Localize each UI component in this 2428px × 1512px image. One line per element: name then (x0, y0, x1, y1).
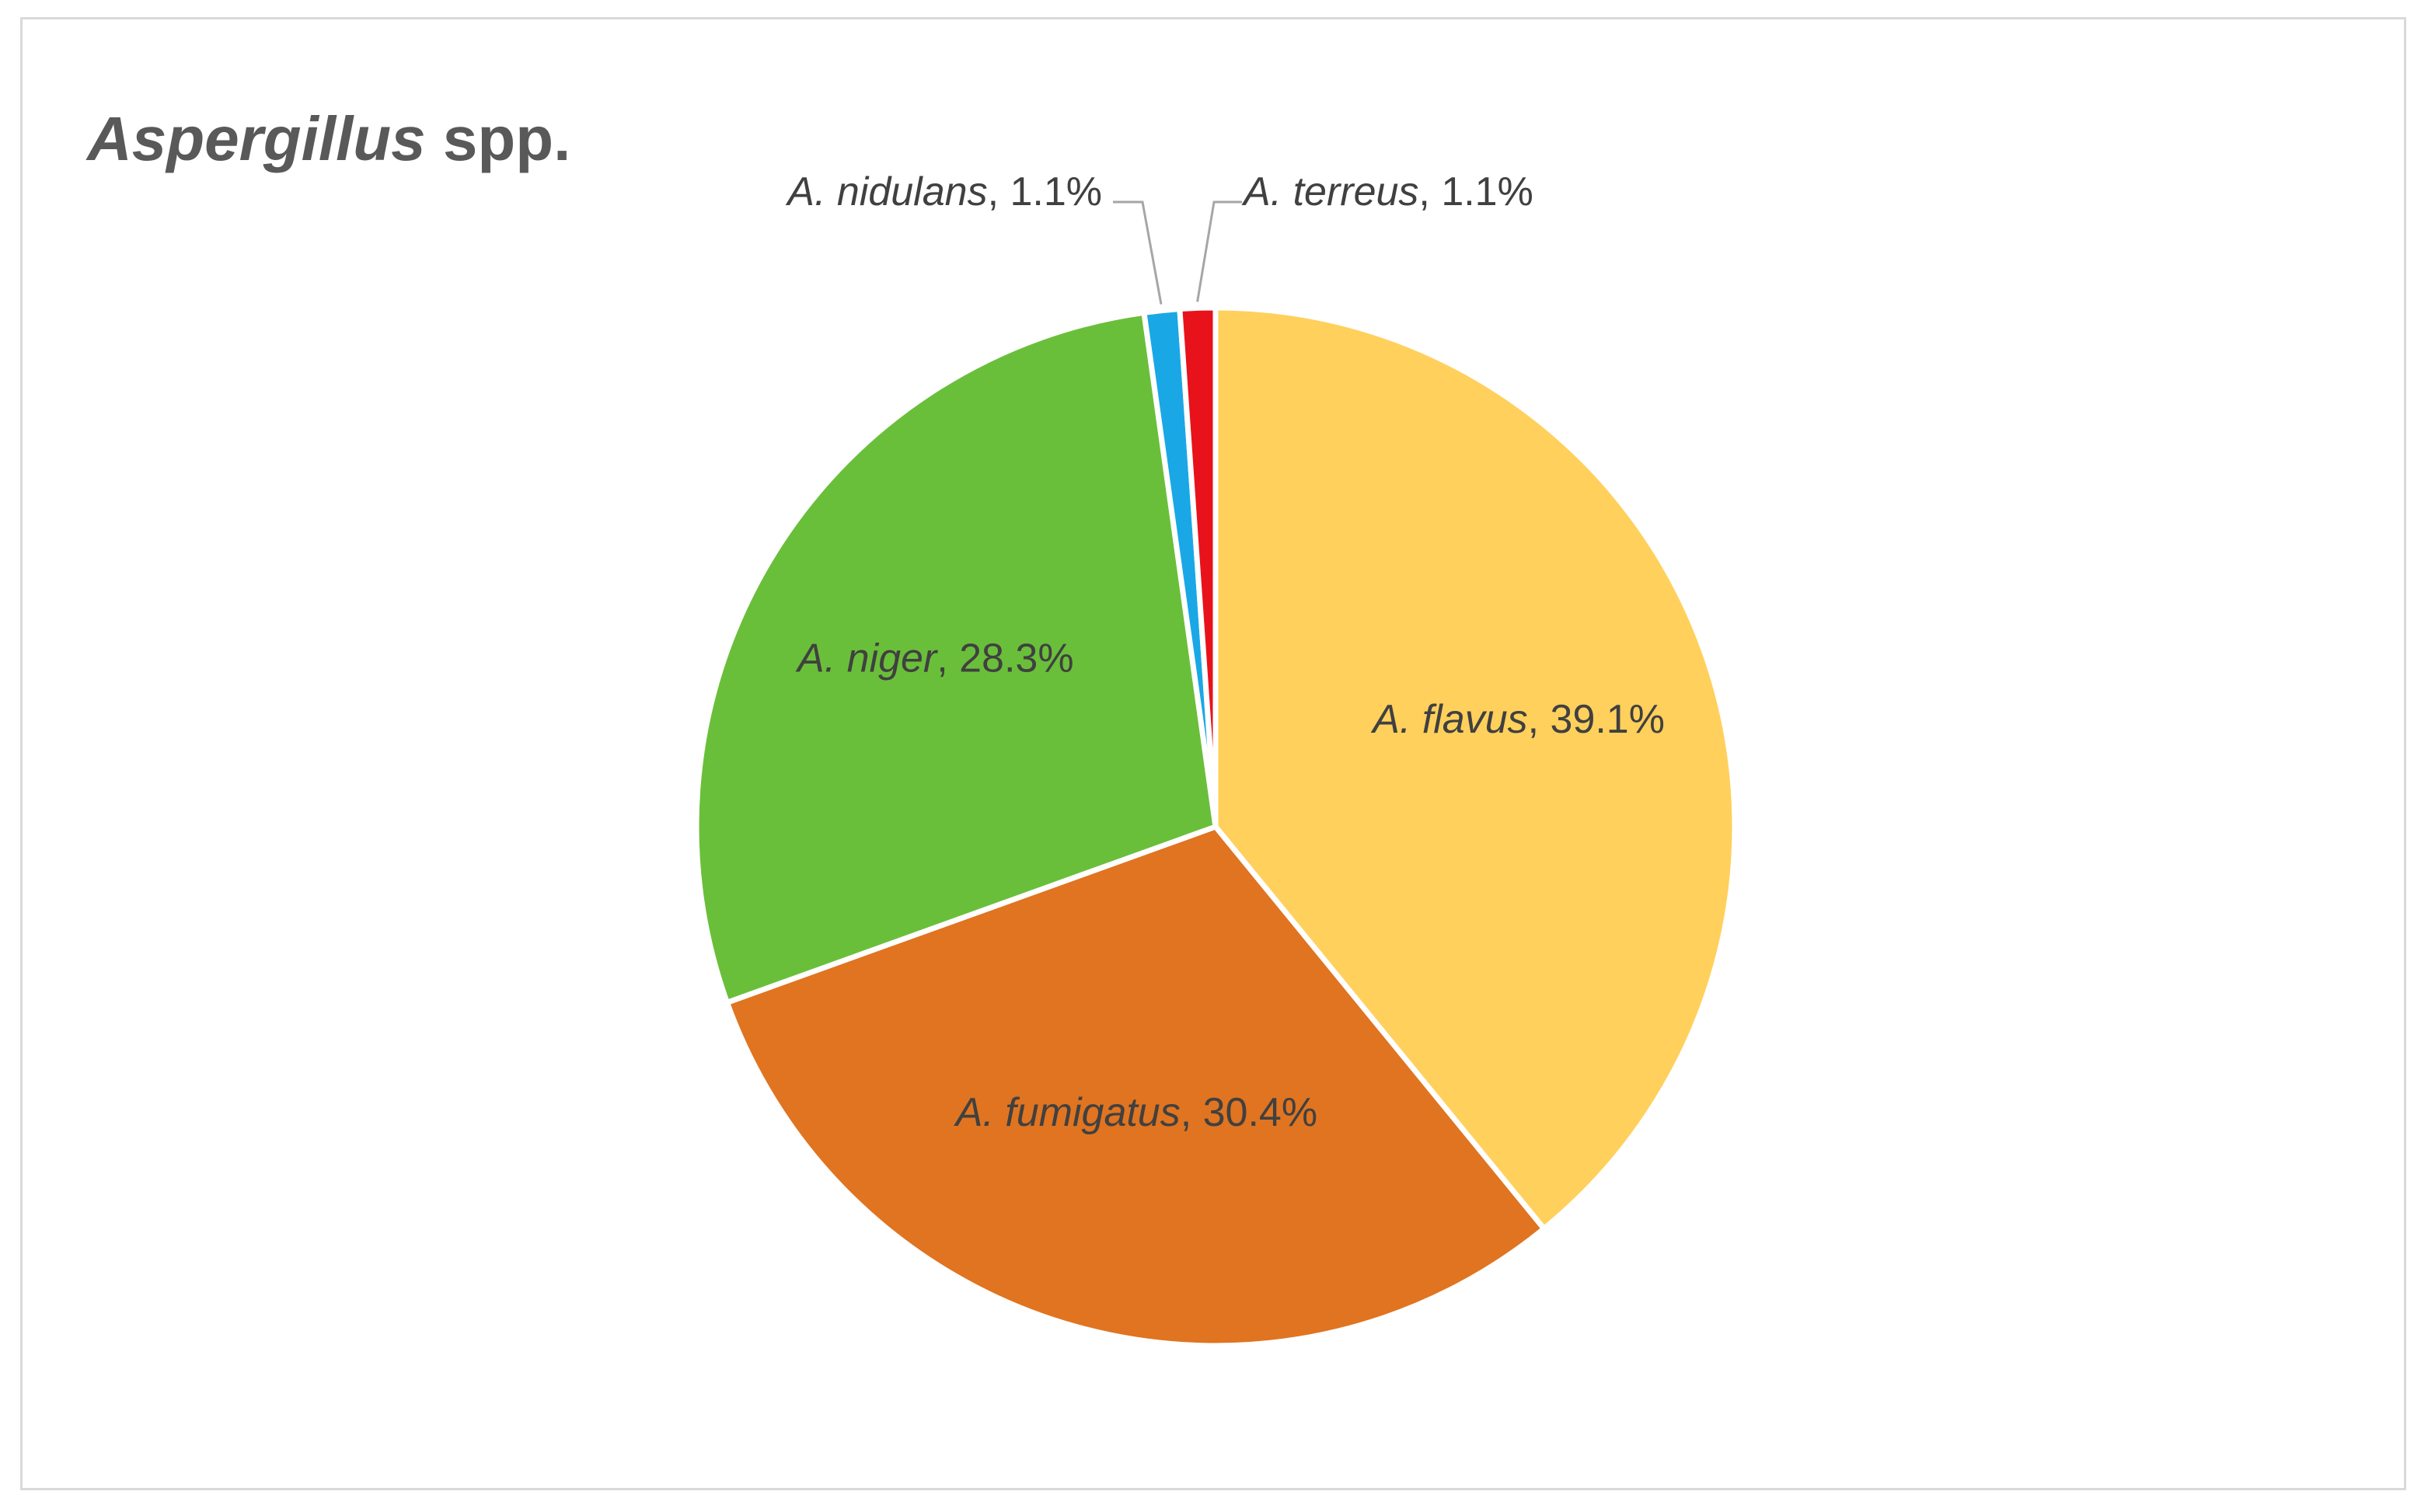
data-label-flavus: A. flavus, 39.1% (1370, 697, 1665, 742)
chart-title-genus: Aspergillus (85, 104, 426, 173)
pie-slice-fumigatus (724, 824, 1547, 1349)
pie-slices (693, 305, 1738, 1349)
leader-lines (1113, 200, 1242, 305)
chart-title-suffix: spp. (426, 104, 571, 173)
leader-line-nidulans (1113, 200, 1163, 305)
leader-line-terreus (1196, 200, 1242, 302)
data-label-fumigatus: A. fumigatus, 30.4% (954, 1090, 1317, 1135)
pie-slice-flavus (1212, 305, 1738, 1232)
data-label-niger: A. niger, 28.3% (795, 636, 1074, 681)
pie-slice-terreus (1177, 305, 1219, 830)
data-label-terreus: A. terreus, 1.1% (1241, 169, 1533, 214)
chart-title: Aspergillus spp. (85, 104, 570, 173)
data-label-nidulans: A. nidulans, 1.1% (785, 169, 1102, 214)
data-labels: A. flavus, 39.1% A. fumigatus, 30.4% A. ni… (785, 169, 1665, 1135)
pie-slice-niger (693, 309, 1219, 1005)
